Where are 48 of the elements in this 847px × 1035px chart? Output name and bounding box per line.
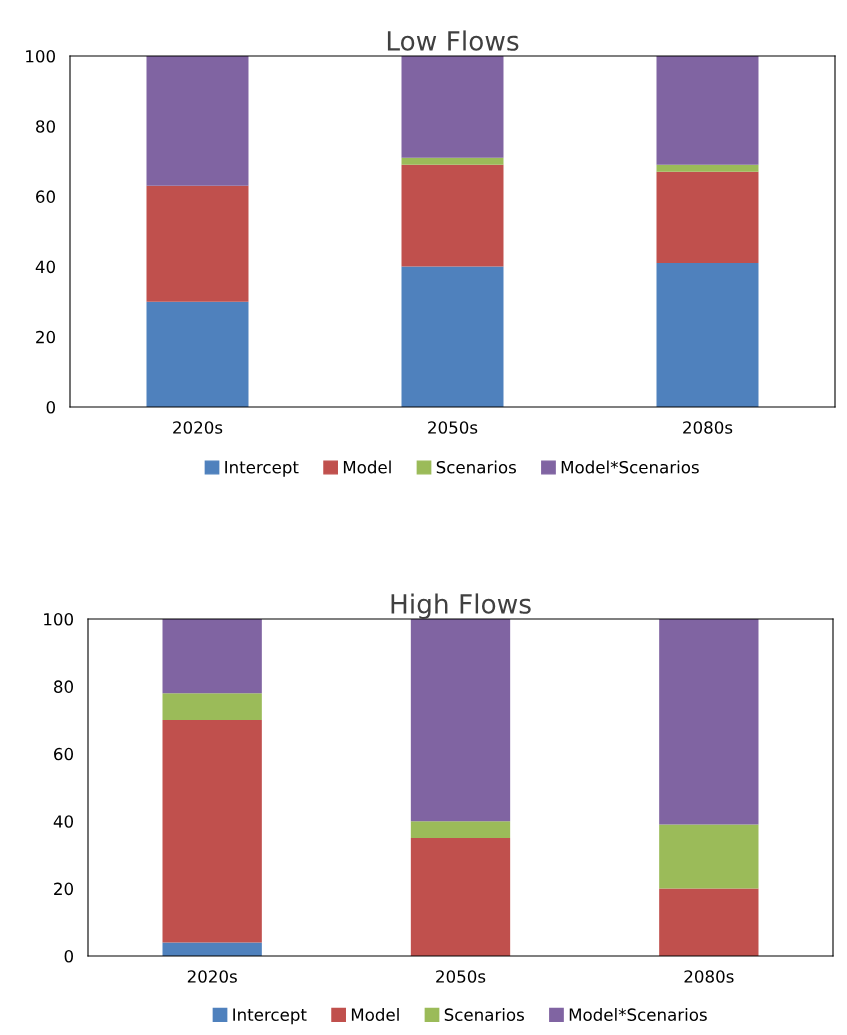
legend-label: Model [351,1008,399,1021]
bar [146,56,249,186]
y-tick-label: 60 [36,190,55,203]
bar [401,56,504,158]
x-tick-label: 2080s [684,970,734,983]
legend-label: Scenarios [444,1008,524,1021]
bar [162,693,262,721]
bar [659,824,759,889]
y-tick-label: 80 [36,120,55,133]
y-tick-label: 40 [35,260,55,274]
chart-title: Low Flows [387,30,519,51]
y-tick-label: 100 [26,49,55,63]
bar [401,164,504,267]
bar [162,720,262,943]
y-tick-label: 60 [54,747,73,761]
bar [656,263,759,407]
x-tick-label: 2020s [187,970,237,983]
y-tick-label: 20 [36,330,55,344]
bar [659,888,759,956]
bar [401,266,504,407]
legend-label: Intercept [225,461,299,477]
legend-label: Scenarios [436,460,516,474]
y-tick-label: 0 [64,949,73,963]
x-tick-label: 2050s [428,421,478,434]
y-tick-label: 40 [53,815,73,828]
x-tick-label: 2050s [436,970,486,983]
y-tick-label: 100 [44,612,73,626]
bar [659,619,759,825]
y-tick-label: 0 [46,400,55,414]
bar [162,619,262,694]
legend-label: Model*Scenarios [561,460,699,474]
bar [410,838,511,956]
legend-label: Model*Scenarios [569,1008,707,1021]
bar [146,185,249,302]
bar [401,157,504,165]
chart-title: High Flows [391,593,531,619]
y-tick-label: 80 [54,680,73,693]
bar [410,821,511,839]
legend-label: Intercept [233,1008,307,1025]
bar [656,56,759,165]
y-tick-label: 20 [54,882,73,896]
x-tick-label: 2020s [173,421,223,434]
bar [146,301,249,407]
bar [410,619,511,822]
bar [656,171,759,264]
legend-label: Model [343,460,391,474]
bar [656,164,759,172]
x-tick-label: 2080s [683,421,733,434]
